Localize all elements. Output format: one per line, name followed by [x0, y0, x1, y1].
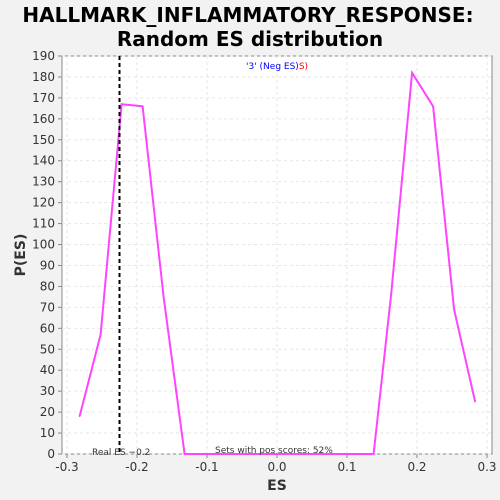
y-tick-label: 180 [32, 70, 55, 84]
legend-label: '3' (Neg ES)S) [246, 62, 308, 72]
y-tick-label: 20 [40, 405, 55, 419]
y-tick-label: 150 [32, 133, 55, 147]
series-point [453, 308, 455, 311]
series-point [351, 453, 354, 455]
y-tick-label: 90 [40, 258, 55, 272]
grid [62, 55, 492, 455]
y-tick-label: 140 [32, 154, 55, 168]
series-line [78, 69, 477, 455]
real-es-label: Real ES −0.2 [92, 448, 150, 458]
x-axis-label: ES [267, 478, 287, 494]
x-tick-label: 0.0 [267, 460, 286, 474]
series-point [78, 415, 81, 418]
series-point [99, 333, 102, 336]
series-point [288, 453, 291, 455]
series-point [162, 296, 165, 298]
legend-label-main: '3' (Neg ES) [246, 62, 299, 72]
series-point [141, 105, 144, 108]
y-tick-label: 80 [40, 279, 55, 293]
series-point [309, 453, 312, 455]
y-tick-label: 70 [40, 300, 55, 314]
series-point [432, 105, 434, 108]
y-tick-label: 120 [32, 196, 55, 210]
series-point [225, 453, 228, 455]
y-tick-label: 100 [32, 238, 55, 252]
y-tick-label: 30 [40, 384, 55, 398]
series-point [204, 453, 207, 455]
x-axis: -0.3 -0.2 -0.1 0.0 0.1 0.2 0.3 [55, 454, 497, 474]
legend-label-suffix: S) [299, 62, 308, 72]
y-tick-label: 110 [32, 217, 55, 231]
y-axis-label: P(ES) [13, 234, 29, 277]
y-tick-label: 60 [40, 321, 55, 335]
x-tick-label: 0.2 [407, 460, 426, 474]
y-tick-label: 40 [40, 363, 55, 377]
series-point [120, 103, 123, 105]
x-tick-label: -0.3 [55, 460, 78, 474]
x-tick-label: 0.3 [477, 460, 496, 474]
y-tick-label: 50 [40, 342, 55, 356]
y-tick-label: 170 [32, 91, 55, 105]
series-point [372, 453, 375, 455]
y-tick-label: 10 [40, 426, 55, 440]
pos-scores-annotation: Sets with pos scores: 52% [215, 446, 333, 456]
series-point [474, 400, 476, 403]
series-point [183, 453, 186, 455]
y-tick-label: 0 [47, 447, 55, 461]
x-tick-label: -0.1 [195, 460, 218, 474]
series-point [267, 453, 270, 455]
series-point [246, 453, 249, 455]
y-tick-label: 160 [32, 112, 55, 126]
series-point [330, 453, 333, 455]
y-axis: 0 10 20 30 40 50 60 70 80 90 100 110 120 130 140 150 160… [32, 49, 62, 461]
x-tick-label: -0.2 [125, 460, 148, 474]
series-point [411, 71, 413, 74]
series-point [390, 294, 392, 296]
chart-title-line1: HALLMARK_INFLAMMATORY_RESPONSE: [22, 3, 473, 27]
series-layer [78, 69, 477, 455]
y-tick-label: 190 [32, 49, 55, 63]
x-tick-label: 0.1 [337, 460, 356, 474]
y-tick-label: 130 [32, 175, 55, 189]
chart-title-line2: Random ES distribution [117, 27, 383, 51]
